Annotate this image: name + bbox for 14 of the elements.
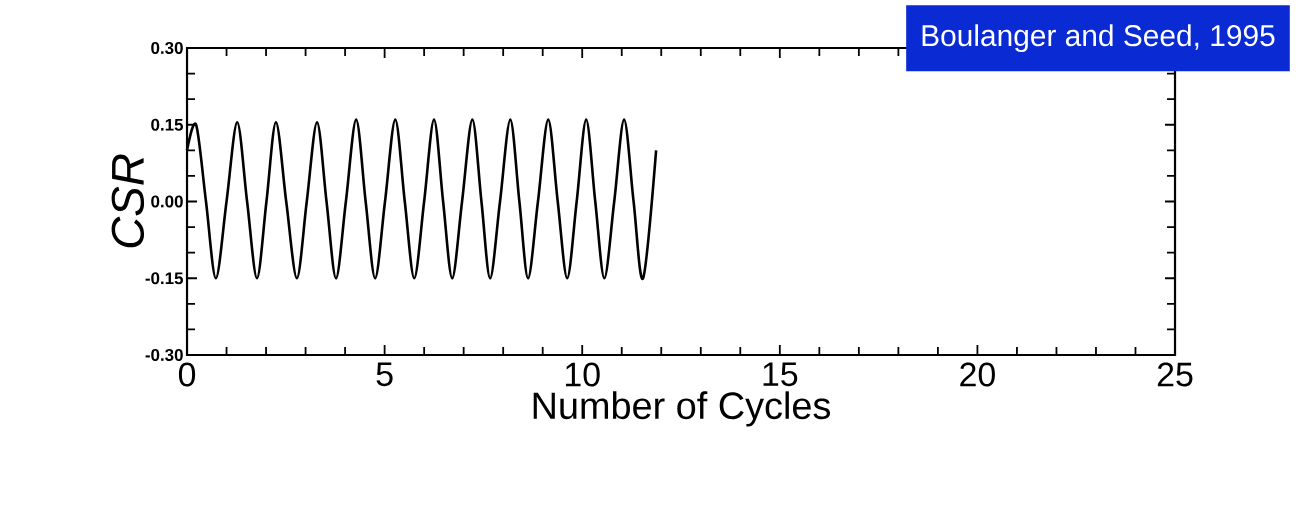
x-tick-label: 15 <box>763 362 798 387</box>
x-tick-label: 25 <box>1157 362 1193 387</box>
x-axis-title: Number of Cycles <box>533 391 830 427</box>
y-axis-title: CSR <box>111 154 145 248</box>
y-tick-label: 0.30 <box>151 41 183 54</box>
annotation: Boulanger and Seed, 1995 <box>922 24 1275 53</box>
y-tick-label: 0.15 <box>151 118 184 131</box>
x-tick-label: 10 <box>565 362 600 387</box>
y-tick-label: 0.00 <box>151 195 183 208</box>
y-tick-label: -0.30 <box>145 348 183 361</box>
x-tick-label: 20 <box>960 362 995 387</box>
y-tick-label: -0.15 <box>145 272 184 285</box>
x-tick-label: 0 <box>178 362 196 387</box>
x-tick-label: 5 <box>376 362 393 387</box>
